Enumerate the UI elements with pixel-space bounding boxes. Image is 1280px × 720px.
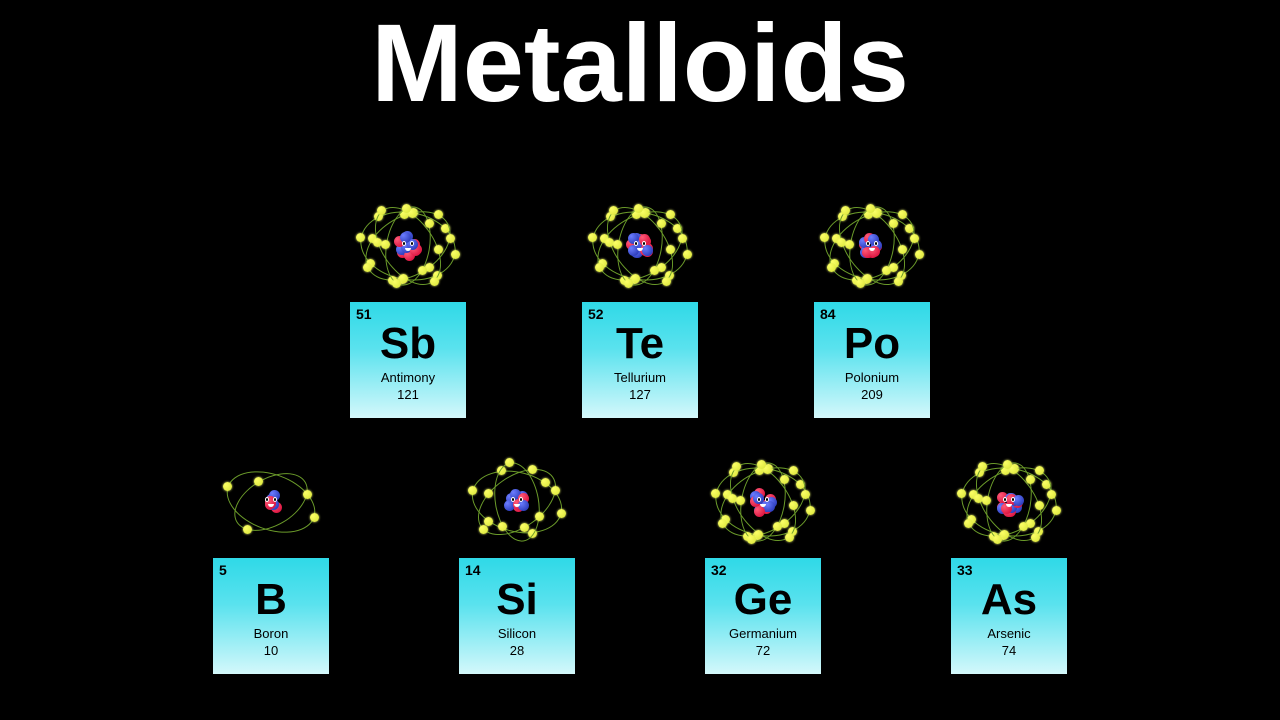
nucleus-icon: [748, 487, 778, 517]
element-name: Antimony: [354, 370, 462, 385]
nucleus-icon: [258, 489, 284, 515]
atom-icon: [590, 196, 690, 296]
element-row: 5BBoron1014SiSilicon2832GeGermanium7233A…: [0, 452, 1280, 674]
element-name: Germanium: [709, 626, 817, 641]
atom-icon: [467, 452, 567, 552]
element-te: 52Te Tellurium 127: [582, 196, 698, 418]
atomic-number: 14: [465, 562, 481, 578]
atomic-mass: 10: [217, 643, 325, 658]
element-symbol: Te: [586, 322, 694, 366]
nucleus-icon: [857, 231, 887, 261]
atom-icon: [822, 196, 922, 296]
element-tile: 5B Boron 10: [213, 558, 329, 674]
atomic-number: 52: [588, 306, 604, 322]
atomic-number: 32: [711, 562, 727, 578]
element-name: Polonium: [818, 370, 926, 385]
element-tile: 14Si Silicon 28: [459, 558, 575, 674]
element-po: 84Po Polonium 209: [814, 196, 930, 418]
element-row: 51Sb Antimony 121 52Te Tellurium 127 84Po Polon…: [0, 196, 1280, 418]
atomic-mass: 28: [463, 643, 571, 658]
element-name: Arsenic: [955, 626, 1063, 641]
element-symbol: Ge: [709, 578, 817, 622]
nucleus-icon: [503, 488, 531, 516]
atomic-mass: 121: [354, 387, 462, 402]
atom-icon: [358, 196, 458, 296]
page-title: Metalloids: [0, 0, 1280, 127]
element-tile: 51Sb Antimony 121: [350, 302, 466, 418]
atomic-number: 51: [356, 306, 372, 322]
atomic-number: 5: [219, 562, 227, 578]
element-as: 33As Arsenic 74: [951, 452, 1067, 674]
nucleus-icon: [393, 231, 423, 261]
element-symbol: As: [955, 578, 1063, 622]
atom-icon: [221, 452, 321, 552]
atomic-number: 33: [957, 562, 973, 578]
atomic-mass: 209: [818, 387, 926, 402]
atomic-mass: 72: [709, 643, 817, 658]
atom-icon: [959, 452, 1059, 552]
element-symbol: Po: [818, 322, 926, 366]
element-si: 14Si Silicon 28: [459, 452, 575, 674]
element-grid: 51Sb Antimony 121 52Te Tellurium 127 84Po Polon…: [0, 196, 1280, 708]
element-sb: 51Sb Antimony 121: [350, 196, 466, 418]
atom-icon: [713, 452, 813, 552]
element-name: Tellurium: [586, 370, 694, 385]
nucleus-icon: [625, 231, 655, 261]
element-name: Boron: [217, 626, 325, 641]
atomic-mass: 127: [586, 387, 694, 402]
element-b: 5B Boron 10: [213, 452, 329, 674]
element-tile: 32Ge Germanium 72: [705, 558, 821, 674]
atomic-number: 84: [820, 306, 836, 322]
element-symbol: B: [217, 578, 325, 622]
element-symbol: Sb: [354, 322, 462, 366]
element-tile: 84Po Polonium 209: [814, 302, 930, 418]
element-tile: 52Te Tellurium 127: [582, 302, 698, 418]
nucleus-icon: [994, 487, 1024, 517]
element-ge: 32Ge Germanium 72: [705, 452, 821, 674]
atomic-mass: 74: [955, 643, 1063, 658]
element-symbol: Si: [463, 578, 571, 622]
element-name: Silicon: [463, 626, 571, 641]
element-tile: 33As Arsenic 74: [951, 558, 1067, 674]
